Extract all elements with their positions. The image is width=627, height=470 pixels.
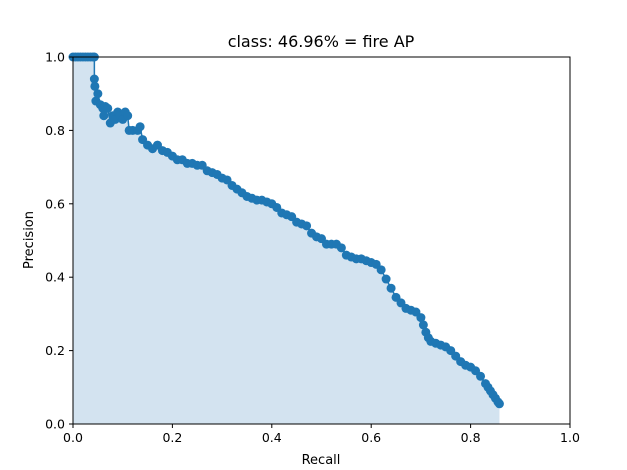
pr-curve-point	[476, 371, 486, 381]
y-tick-label: 0.0	[45, 417, 65, 432]
x-axis-label: Recall	[302, 453, 341, 468]
pr-curve-point	[89, 74, 99, 84]
plot-area	[68, 52, 504, 424]
x-tick-label: 0.0	[63, 430, 83, 445]
pr-curve-point	[123, 111, 133, 121]
pr-curve-point	[135, 122, 145, 132]
pr-curve-point	[99, 111, 109, 121]
chart-title: class: 46.96% = fire AP	[228, 32, 415, 51]
x-tick-label: 0.4	[262, 430, 282, 445]
pr-curve-point	[302, 221, 312, 231]
pr-area-fill	[73, 57, 500, 424]
pr-curve-point	[103, 103, 113, 113]
y-tick-label: 0.8	[45, 123, 65, 138]
pr-curve-point	[90, 81, 100, 91]
x-axis: 0.0 0.2 0.4 0.6 0.8 1.0	[63, 424, 580, 445]
pr-curve-point	[386, 283, 396, 293]
pr-curve-point	[416, 313, 426, 323]
y-tick-label: 1.0	[45, 50, 65, 65]
pr-curve-point	[418, 320, 428, 330]
x-tick-label: 0.2	[162, 430, 182, 445]
pr-curve-point	[381, 274, 391, 284]
x-tick-label: 0.6	[361, 430, 381, 445]
x-tick-label: 1.0	[560, 430, 580, 445]
y-axis-label: Precision	[22, 211, 37, 269]
y-axis: 0.0 0.2 0.4 0.6 0.8 1.0	[45, 50, 73, 432]
pr-curve-point	[336, 243, 346, 253]
y-tick-label: 0.4	[45, 270, 65, 285]
y-tick-label: 0.6	[45, 196, 65, 211]
pr-curve-point	[376, 265, 386, 275]
pr-curve-point	[494, 399, 504, 409]
plot-frame	[72, 56, 571, 425]
y-tick-label: 0.2	[45, 343, 65, 358]
pr-curve-point	[93, 89, 103, 99]
x-tick-label: 0.8	[461, 430, 481, 445]
